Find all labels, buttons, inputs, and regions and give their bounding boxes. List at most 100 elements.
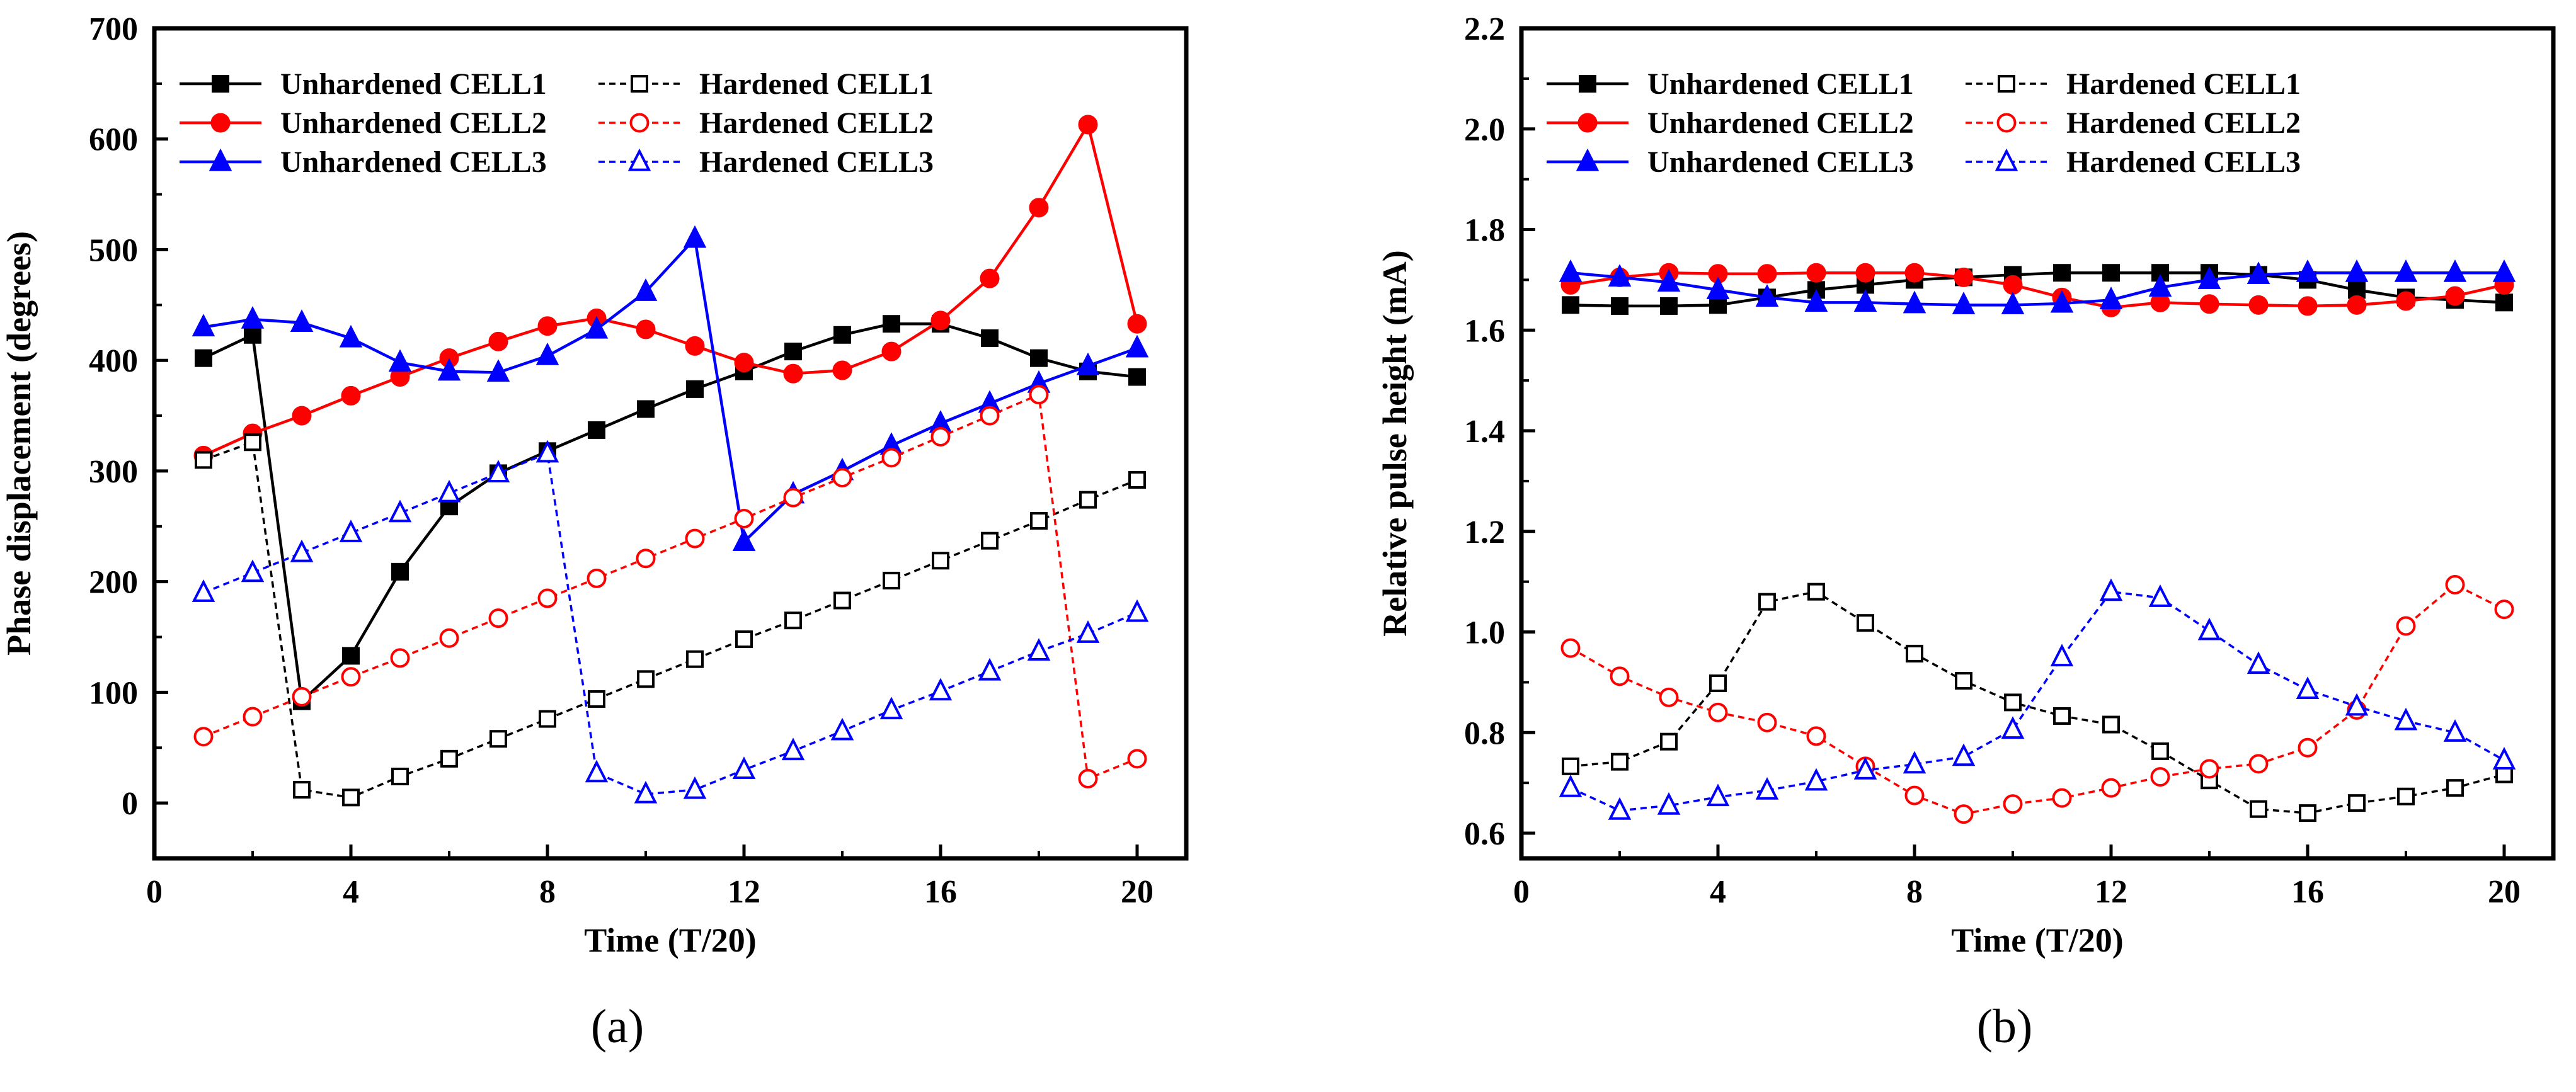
data-point xyxy=(932,552,949,570)
data-point xyxy=(2298,296,2318,316)
legend-label: Unhardened CELL1 xyxy=(280,67,547,101)
data-point xyxy=(2299,804,2316,822)
series-line xyxy=(203,393,1138,780)
data-point xyxy=(2495,293,2513,312)
data-point xyxy=(1029,198,1049,218)
y-tick-label: 2.2 xyxy=(1464,11,1505,47)
data-point xyxy=(833,326,851,344)
data-point xyxy=(2053,707,2071,725)
data-point xyxy=(388,349,412,372)
data-point xyxy=(2001,716,2025,739)
data-point xyxy=(1128,470,1146,489)
series-3 xyxy=(192,225,1149,552)
x-tick-label: 0 xyxy=(146,874,163,910)
data-point xyxy=(1657,269,1681,292)
data-point xyxy=(2345,259,2369,282)
data-point xyxy=(2298,737,2318,758)
data-point xyxy=(685,336,705,356)
data-point xyxy=(1029,385,1049,405)
panel-label: (a) xyxy=(591,1000,644,1053)
data-point xyxy=(2003,275,2023,295)
data-point xyxy=(2445,574,2465,594)
data-point xyxy=(1610,666,1630,686)
x-axis-title: Time (T/20) xyxy=(584,921,756,959)
data-point xyxy=(339,324,363,348)
data-point xyxy=(2053,264,2071,282)
data-point xyxy=(2397,787,2415,805)
data-point xyxy=(1952,292,1976,314)
data-point xyxy=(784,343,802,361)
data-point xyxy=(1611,753,1629,771)
legend-marker xyxy=(1996,113,2017,133)
series-5 xyxy=(1560,574,2514,824)
legend-marker xyxy=(1576,148,1600,171)
series-line xyxy=(1570,583,2505,816)
legend-label: Hardened CELL1 xyxy=(699,67,934,101)
plot-frame xyxy=(1519,26,2556,861)
legend-item-5: Hardened CELL2 xyxy=(598,106,934,140)
legend-item-1: Unhardened CELL1 xyxy=(180,67,547,101)
data-point xyxy=(2001,292,2025,314)
data-point xyxy=(1660,732,1678,751)
series-line xyxy=(1570,590,2505,814)
data-point xyxy=(292,406,312,426)
data-point xyxy=(637,400,655,418)
data-point xyxy=(2102,715,2120,734)
data-point xyxy=(588,690,605,708)
data-point xyxy=(830,717,854,741)
data-point xyxy=(489,730,507,748)
data-point xyxy=(735,630,753,649)
legend-item-2: Unhardened CELL2 xyxy=(180,106,547,140)
legend-marker xyxy=(1995,148,2018,171)
legend-label: Hardened CELL2 xyxy=(2066,106,2301,140)
legend-label: Hardened CELL2 xyxy=(699,106,934,140)
data-point xyxy=(1125,599,1149,622)
legend-item-1: Unhardened CELL1 xyxy=(1547,67,1914,101)
data-point xyxy=(2247,261,2270,285)
data-point xyxy=(686,380,704,398)
y-tick-label: 200 xyxy=(89,565,138,601)
data-point xyxy=(2396,616,2416,636)
data-point xyxy=(1706,276,1730,299)
data-point xyxy=(588,421,605,439)
data-point xyxy=(1904,785,1925,805)
data-point xyxy=(734,353,754,373)
y-tick-label: 300 xyxy=(89,454,138,490)
data-point xyxy=(1708,702,1728,722)
data-point xyxy=(585,759,609,783)
data-point xyxy=(832,360,852,380)
legend-label: Unhardened CELL3 xyxy=(1647,145,1914,179)
data-point xyxy=(1853,289,1877,312)
legend-marker xyxy=(1998,75,2015,93)
data-point xyxy=(2396,291,2416,311)
data-point xyxy=(2101,778,2121,798)
data-point xyxy=(734,508,754,528)
data-point xyxy=(342,647,360,665)
x-tick-label: 20 xyxy=(2488,874,2521,910)
legend-marker xyxy=(1577,113,1598,133)
data-point xyxy=(2492,747,2516,770)
data-point xyxy=(637,670,655,688)
series-line xyxy=(203,440,1138,799)
legend-item-4: Hardened CELL1 xyxy=(1966,67,2301,101)
data-point xyxy=(1562,757,1579,775)
series-line xyxy=(1570,590,2505,812)
legend-item-6: Hardened CELL3 xyxy=(1966,145,2301,179)
data-point xyxy=(2248,754,2269,774)
data-point xyxy=(1560,638,1581,658)
plot-frame xyxy=(152,26,1189,861)
legend: Unhardened CELL1 Unhardened CELL2 Unharden… xyxy=(180,67,934,179)
data-point xyxy=(339,520,363,542)
data-point xyxy=(978,657,1002,681)
data-point xyxy=(486,359,510,382)
data-point xyxy=(1030,512,1048,530)
x-tick-label: 12 xyxy=(2095,874,2127,910)
data-point xyxy=(2050,644,2074,667)
data-point xyxy=(2050,290,2074,313)
legend-marker xyxy=(1579,75,1596,93)
data-point xyxy=(1078,768,1098,788)
data-point xyxy=(2345,693,2369,716)
data-point xyxy=(1706,783,1730,807)
data-point xyxy=(388,499,412,523)
data-point xyxy=(1079,491,1097,509)
